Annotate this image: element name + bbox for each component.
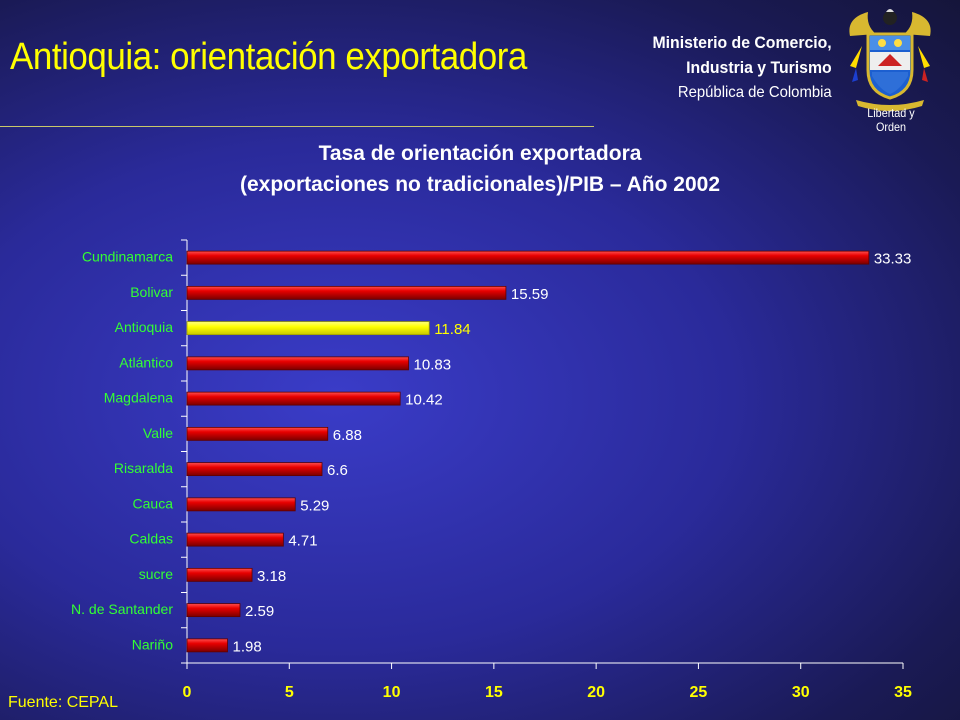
x-tick-label: 15 (485, 684, 503, 701)
ministry-block: Ministerio de Comercio, Industria y Turi… (653, 30, 832, 105)
value-label: 6.88 (333, 427, 362, 444)
value-label: 3.18 (257, 568, 286, 585)
bar-risaralda (186, 462, 323, 477)
category-label: Bolivar (130, 284, 173, 300)
bar-magdalena (186, 391, 401, 406)
title-rule (0, 126, 594, 127)
bar-cundinamarca (186, 250, 870, 265)
ministry-line-3: República de Colombia (678, 84, 832, 101)
bar-caldas (186, 532, 284, 547)
bar-valle (186, 426, 329, 441)
x-tick-label: 25 (690, 684, 708, 701)
category-label: N. de Santander (71, 601, 173, 617)
value-label: 33.33 (874, 251, 912, 268)
category-label: Valle (143, 425, 173, 441)
category-label: Cundinamarca (82, 249, 173, 265)
x-tick-label: 30 (792, 684, 810, 701)
chart-title: Tasa de orientación exportadora (exporta… (0, 138, 960, 200)
category-label: Antioquia (115, 319, 174, 335)
slide-title: Antioquia: orientación exportadora (10, 36, 527, 78)
bar-cauca (186, 497, 296, 512)
value-label: 1.98 (233, 638, 262, 655)
bar-antioquia (186, 321, 430, 336)
motto: Libertad y Orden (867, 106, 915, 134)
x-tick-label: 5 (285, 684, 294, 701)
value-label: 4.71 (288, 533, 317, 550)
coat-of-arms-icon (849, 9, 931, 111)
value-label: 10.83 (414, 356, 452, 373)
bar-bolivar (186, 285, 507, 300)
category-label: Caldas (129, 531, 173, 547)
category-label: Risaralda (114, 460, 173, 476)
value-label: 2.59 (245, 603, 274, 620)
value-label: 11.84 (434, 321, 470, 338)
category-label: Atlántico (119, 354, 173, 370)
ministry-line-2: Industria y Turismo (686, 58, 832, 77)
value-label: 5.29 (300, 497, 329, 514)
category-label: Cauca (133, 495, 174, 511)
chart-title-line-2: (exportaciones no tradicionales)/PIB – A… (239, 173, 721, 196)
x-tick-label: 10 (383, 684, 401, 701)
chart-title-line-1: Tasa de orientación exportadora (318, 142, 642, 165)
value-label: 15.59 (511, 286, 549, 303)
source-note: Fuente: CEPAL (8, 694, 118, 711)
ministry-line-1: Ministerio de Comercio, (652, 33, 832, 52)
category-label: Nariño (132, 636, 173, 652)
value-label: 10.42 (405, 392, 443, 409)
bar-nari-o (186, 638, 228, 653)
x-tick-label: 20 (587, 684, 605, 701)
bar-atl-ntico (186, 356, 409, 371)
bar-sucre (186, 567, 253, 582)
x-tick-label: 0 (183, 684, 192, 701)
category-label: Magdalena (104, 390, 173, 406)
category-label: sucre (139, 566, 173, 582)
x-tick-label: 35 (894, 684, 912, 701)
bar-n-de-santander (186, 603, 241, 618)
value-label: 6.6 (327, 462, 348, 479)
